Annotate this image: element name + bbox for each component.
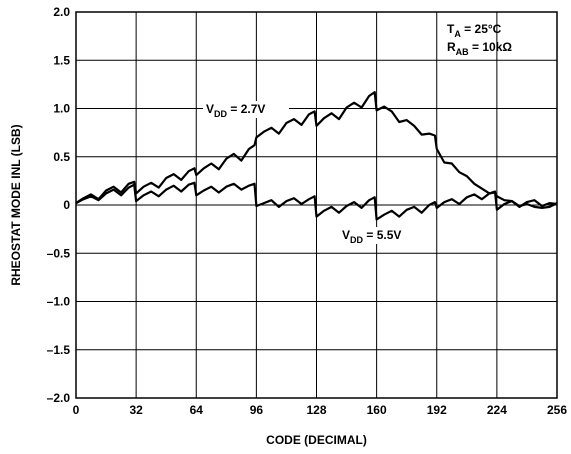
x-tick-label: 32 (129, 403, 143, 417)
y-tick-labels: 2.0 1.5 1.0 0.5 0 –0.5 –1.0 –1.5 –2.0 (47, 5, 71, 405)
y-tick-label: 0.5 (53, 150, 70, 164)
series-label-2-7-text: VDD = 2.7V (206, 102, 265, 119)
x-tick-labels: 0 32 64 96 128 160 192 224 256 (73, 403, 568, 417)
x-tick-label: 0 (73, 403, 80, 417)
x-axis-label: CODE (DECIMAL) (266, 433, 367, 447)
y-axis-label: RHEOSTAT MODE INL (LSB) (9, 124, 23, 285)
y-tick-label: 2.0 (53, 5, 70, 19)
series-lines (75, 90, 558, 221)
x-tick-label: 256 (547, 403, 567, 417)
x-tick-label: 224 (487, 403, 507, 417)
y-tick-label: –0.5 (47, 246, 71, 260)
y-tick-label: 1.5 (53, 53, 70, 67)
y-tick-label: –2.0 (47, 391, 71, 405)
x-tick-label: 160 (367, 403, 387, 417)
label-background (203, 101, 289, 118)
ta-annotation: TA = 25°C (447, 22, 502, 39)
y-tick-label: 0 (63, 198, 70, 212)
plot-frame (75, 11, 558, 399)
series-line-vdd-2-7v (75, 90, 558, 209)
series-label-vdd-2-7: VDD = 2.7V (203, 101, 289, 119)
x-tick-label: 128 (306, 403, 326, 417)
y-tick-label: –1.0 (47, 295, 71, 309)
x-tick-label: 96 (250, 403, 264, 417)
series-line-vdd-5-5v (75, 181, 558, 221)
y-tick-label: –1.5 (47, 343, 71, 357)
x-tick-label: 64 (190, 403, 204, 417)
series-label-5-5-text: VDD = 5.5V (342, 228, 401, 245)
rab-annotation: RAB = 10kΩ (447, 40, 512, 57)
x-tick-label: 192 (427, 403, 447, 417)
series-label-vdd-5-5: VDD = 5.5V (339, 227, 425, 245)
label-background (339, 227, 425, 244)
y-tick-label: 1.0 (53, 102, 70, 116)
conditions-annotation: TA = 25°C RAB = 10kΩ (447, 22, 512, 57)
